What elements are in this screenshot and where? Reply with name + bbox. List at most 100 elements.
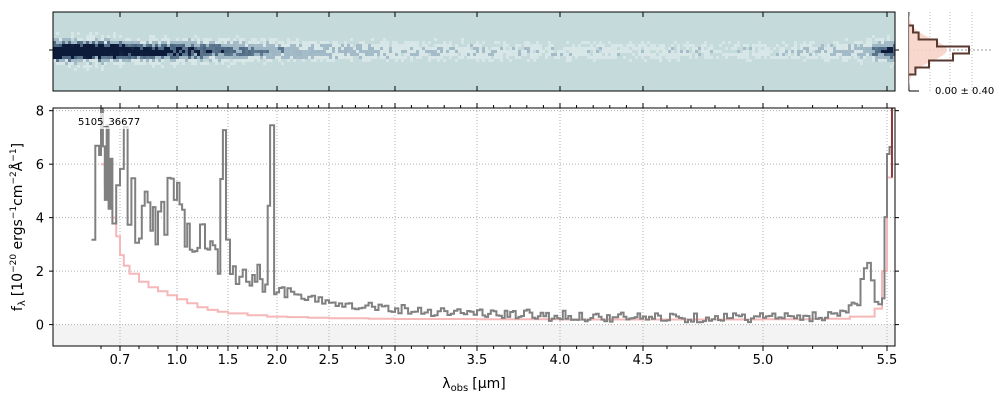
2d-pixel	[881, 47, 884, 50]
2d-pixel	[419, 56, 422, 59]
2d-pixel	[104, 41, 107, 44]
2d-pixel	[95, 41, 98, 44]
2d-pixel	[68, 53, 71, 56]
2d-pixel	[746, 56, 749, 59]
2d-pixel	[146, 53, 149, 56]
2d-pixel	[257, 59, 260, 62]
2d-pixel	[524, 47, 527, 50]
2d-pixel	[392, 47, 395, 50]
2d-pixel	[833, 56, 836, 59]
2d-pixel	[206, 44, 209, 47]
2d-pixel	[89, 56, 92, 59]
2d-pixel	[551, 44, 554, 47]
2d-pixel	[203, 50, 206, 53]
2d-pixel	[236, 44, 239, 47]
2d-pixel	[305, 47, 308, 50]
2d-pixel	[83, 47, 86, 50]
2d-pixel	[809, 44, 812, 47]
2d-pixel	[182, 38, 185, 41]
2d-pixel	[497, 50, 500, 53]
2d-pixel	[407, 41, 410, 44]
2d-pixel	[596, 53, 599, 56]
2d-pixel	[86, 56, 89, 59]
2d-pixel	[386, 47, 389, 50]
2d-pixel	[212, 50, 215, 53]
2d-pixel	[704, 53, 707, 56]
2d-pixel	[203, 41, 206, 44]
2d-pixel	[170, 59, 173, 62]
2d-pixel	[701, 50, 704, 53]
2d-pixel	[125, 38, 128, 41]
2d-pixel	[242, 38, 245, 41]
x-tick-label: 3.0	[385, 353, 406, 368]
2d-pixel	[728, 41, 731, 44]
2d-pixel	[437, 44, 440, 47]
2d-pixel	[332, 53, 335, 56]
2d-pixel	[293, 56, 296, 59]
object-id-label: 5105_36677	[78, 117, 140, 128]
2d-pixel	[695, 50, 698, 53]
2d-pixel	[872, 35, 875, 38]
2d-pixel	[113, 44, 116, 47]
2d-pixel	[149, 35, 152, 38]
2d-pixel	[416, 53, 419, 56]
2d-pixel	[743, 53, 746, 56]
2d-pixel	[638, 47, 641, 50]
2d-pixel	[185, 59, 188, 62]
2d-pixel	[641, 44, 644, 47]
2d-pixel	[221, 44, 224, 47]
2d-pixel	[332, 50, 335, 53]
2d-pixel	[197, 53, 200, 56]
2d-pixel	[734, 47, 737, 50]
2d-pixel	[830, 53, 833, 56]
2d-pixel	[812, 47, 815, 50]
2d-pixel	[593, 50, 596, 53]
2d-pixel	[89, 38, 92, 41]
2d-pixel	[413, 47, 416, 50]
2d-pixel	[641, 56, 644, 59]
2d-pixel	[302, 53, 305, 56]
2d-pixel	[164, 53, 167, 56]
hist-steps	[909, 24, 970, 76]
2d-pixel	[440, 50, 443, 53]
2d-pixel	[503, 50, 506, 53]
2d-pixel	[449, 44, 452, 47]
2d-pixel	[80, 47, 83, 50]
2d-pixel	[812, 56, 815, 59]
2d-pixel	[122, 44, 125, 47]
2d-pixel	[395, 50, 398, 53]
2d-pixel	[59, 47, 62, 50]
2d-pixel	[137, 62, 140, 65]
2d-pixel	[287, 59, 290, 62]
2d-pixel	[437, 56, 440, 59]
2d-pixel	[422, 44, 425, 47]
2d-pixel	[530, 50, 533, 53]
2d-pixel	[839, 50, 842, 53]
2d-pixel	[887, 56, 890, 59]
2d-pixel	[686, 47, 689, 50]
2d-pixel	[182, 50, 185, 53]
2d-pixel	[173, 65, 176, 68]
2d-pixel	[452, 53, 455, 56]
2d-pixel	[566, 59, 569, 62]
2d-pixel	[164, 41, 167, 44]
2d-pixel	[236, 41, 239, 44]
1d-frame	[52, 107, 896, 347]
2d-pixel	[716, 56, 719, 59]
2d-pixel	[143, 53, 146, 56]
2d-pixel	[341, 50, 344, 53]
2d-pixel	[233, 50, 236, 53]
2d-pixel	[743, 50, 746, 53]
2d-pixel	[77, 65, 80, 68]
2d-pixel	[257, 47, 260, 50]
2d-pixel	[446, 50, 449, 53]
2d-pixel	[746, 44, 749, 47]
2d-pixel	[101, 44, 104, 47]
2d-pixel	[59, 44, 62, 47]
2d-pixel	[218, 41, 221, 44]
2d-pixel	[191, 50, 194, 53]
2d-pixel	[239, 44, 242, 47]
2d-pixel	[410, 47, 413, 50]
2d-pixel	[71, 56, 74, 59]
2d-pixel	[251, 56, 254, 59]
